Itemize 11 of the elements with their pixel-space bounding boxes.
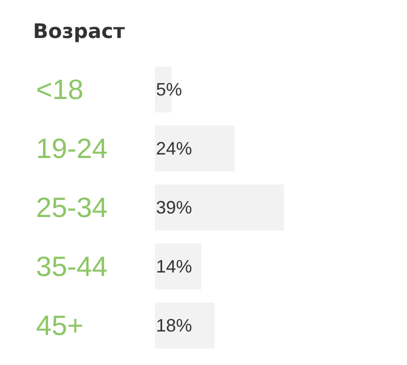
data-label: 14% bbox=[156, 256, 192, 276]
chart-title: Возраст bbox=[33, 19, 126, 43]
data-label: 18% bbox=[156, 316, 192, 336]
data-label: 24% bbox=[156, 138, 192, 158]
y-tick-label: 35-44 bbox=[36, 251, 108, 282]
y-tick-label: <18 bbox=[36, 74, 84, 105]
y-tick-label: 25-34 bbox=[36, 192, 108, 223]
data-label: 5% bbox=[156, 80, 182, 100]
data-label: 39% bbox=[156, 198, 192, 218]
y-tick-label: 45+ bbox=[36, 310, 84, 341]
y-tick-label: 19-24 bbox=[36, 133, 108, 164]
